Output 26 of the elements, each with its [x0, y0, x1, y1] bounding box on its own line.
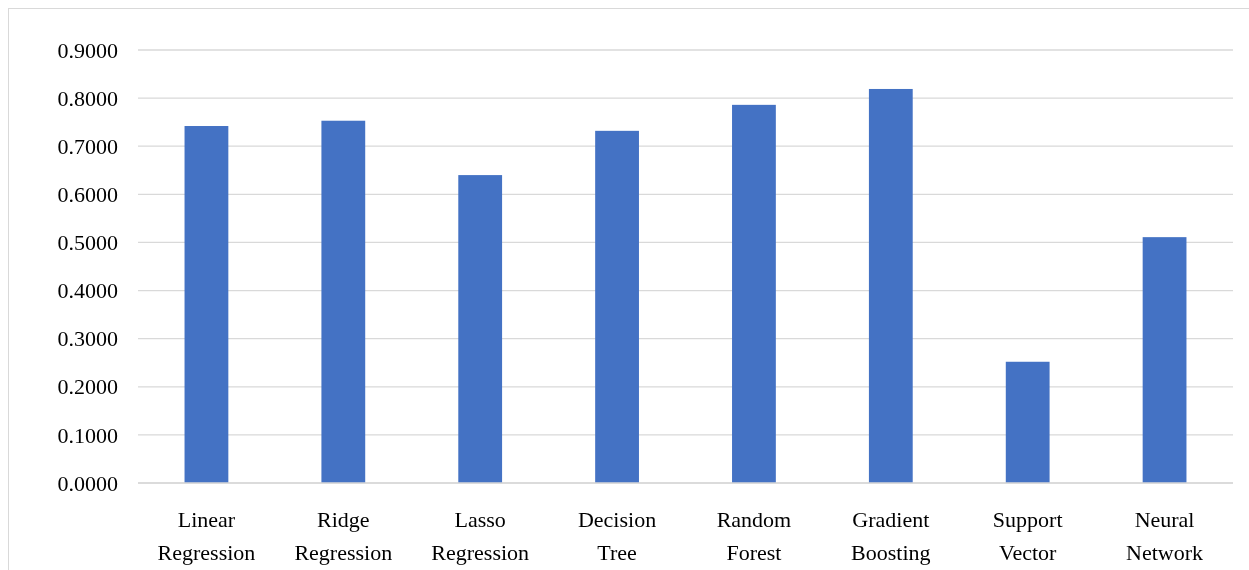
bar	[868, 88, 913, 483]
x-tick-label: Lasso Regression	[431, 507, 530, 565]
y-tick-label: 0.9000	[57, 37, 118, 63]
y-tick-label: 0.1000	[57, 422, 118, 448]
bar	[1005, 361, 1050, 483]
x-tick-label: Random Forest	[716, 507, 792, 565]
bar	[595, 130, 639, 483]
bar	[184, 126, 229, 483]
y-tick-label: 0.6000	[57, 182, 118, 208]
y-tick-label: 0.7000	[57, 133, 118, 159]
bar	[1142, 237, 1187, 483]
x-tick-label: Ridge Regression	[294, 507, 393, 565]
y-tick-label: 0.2000	[57, 374, 118, 400]
y-tick-label: 0.8000	[57, 85, 118, 111]
x-tick-label: Linear Regression	[157, 507, 256, 565]
y-tick-label: 0.0000	[57, 470, 118, 496]
x-tick-label: Support Vector	[992, 507, 1063, 565]
y-tick-label: 0.4000	[57, 278, 118, 304]
bar	[321, 120, 366, 483]
x-tick-label: Gradient Boosting	[851, 507, 931, 565]
x-tick-label: Neural Network	[1126, 507, 1204, 565]
x-tick-label: Decision Tree	[577, 507, 657, 565]
bar	[458, 175, 503, 483]
y-tick-label: 0.5000	[57, 230, 118, 256]
bar	[732, 104, 776, 483]
y-tick-label: 0.3000	[57, 326, 118, 352]
